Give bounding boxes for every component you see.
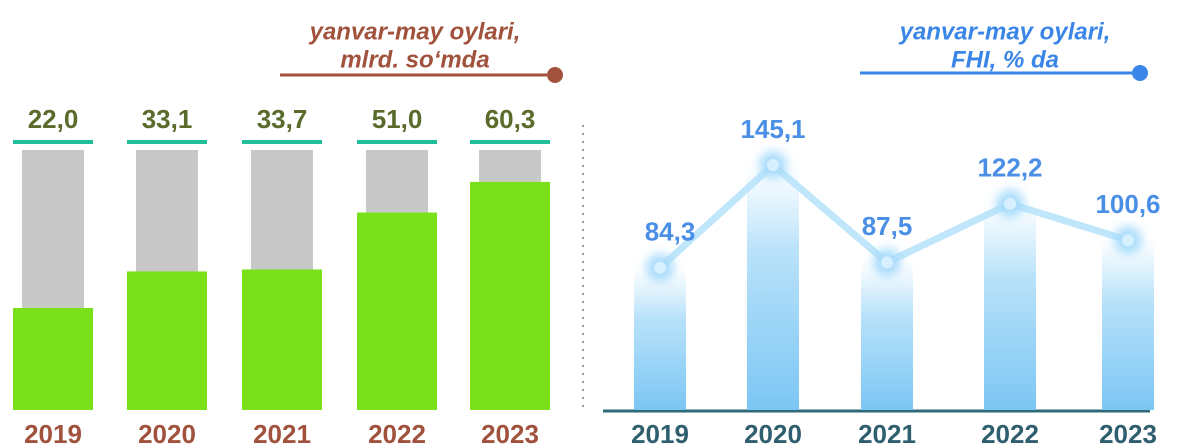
bar	[634, 267, 686, 410]
subtitle-dot	[547, 67, 563, 83]
x-tick-label: 2021	[253, 419, 311, 446]
x-tick-label: 2021	[858, 419, 916, 446]
subtitle-dot	[1132, 65, 1148, 81]
subtitle: FHI, % da	[951, 46, 1059, 73]
bar	[984, 203, 1036, 410]
point	[767, 159, 779, 172]
value-label: 84,3	[645, 217, 696, 247]
x-tick-label: 2020	[138, 419, 196, 446]
bar	[242, 269, 322, 410]
x-tick-label: 2020	[744, 419, 802, 446]
value-label: 122,2	[977, 153, 1042, 183]
x-tick-label: 2019	[631, 419, 689, 446]
value-label: 51,0	[372, 104, 423, 134]
value-label: 33,1	[142, 104, 193, 134]
value-label: 60,3	[485, 104, 536, 134]
value-label: 100,6	[1095, 189, 1160, 219]
x-tick-label: 2023	[1099, 419, 1157, 446]
value-label: 145,1	[740, 114, 805, 144]
bar	[470, 181, 550, 410]
point	[881, 256, 893, 269]
subtitle: mlrd. so‘mda	[340, 46, 489, 73]
bar	[357, 212, 437, 410]
point	[1004, 197, 1016, 210]
x-tick-label: 2019	[24, 419, 82, 446]
subtitle: yanvar-may oylari,	[899, 18, 1111, 45]
point	[1122, 234, 1134, 247]
bar	[13, 307, 93, 410]
subtitle: yanvar-may oylari,	[309, 18, 521, 45]
bar	[1102, 240, 1154, 410]
x-tick-label: 2022	[981, 419, 1039, 446]
bar	[861, 262, 913, 410]
value-label: 87,5	[862, 211, 913, 241]
x-tick-label: 2022	[368, 419, 426, 446]
bar	[747, 165, 799, 410]
point	[654, 261, 666, 274]
x-tick-label: 2023	[481, 419, 539, 446]
value-label: 22,0	[28, 104, 79, 134]
bar	[127, 271, 207, 410]
value-label: 33,7	[257, 104, 308, 134]
